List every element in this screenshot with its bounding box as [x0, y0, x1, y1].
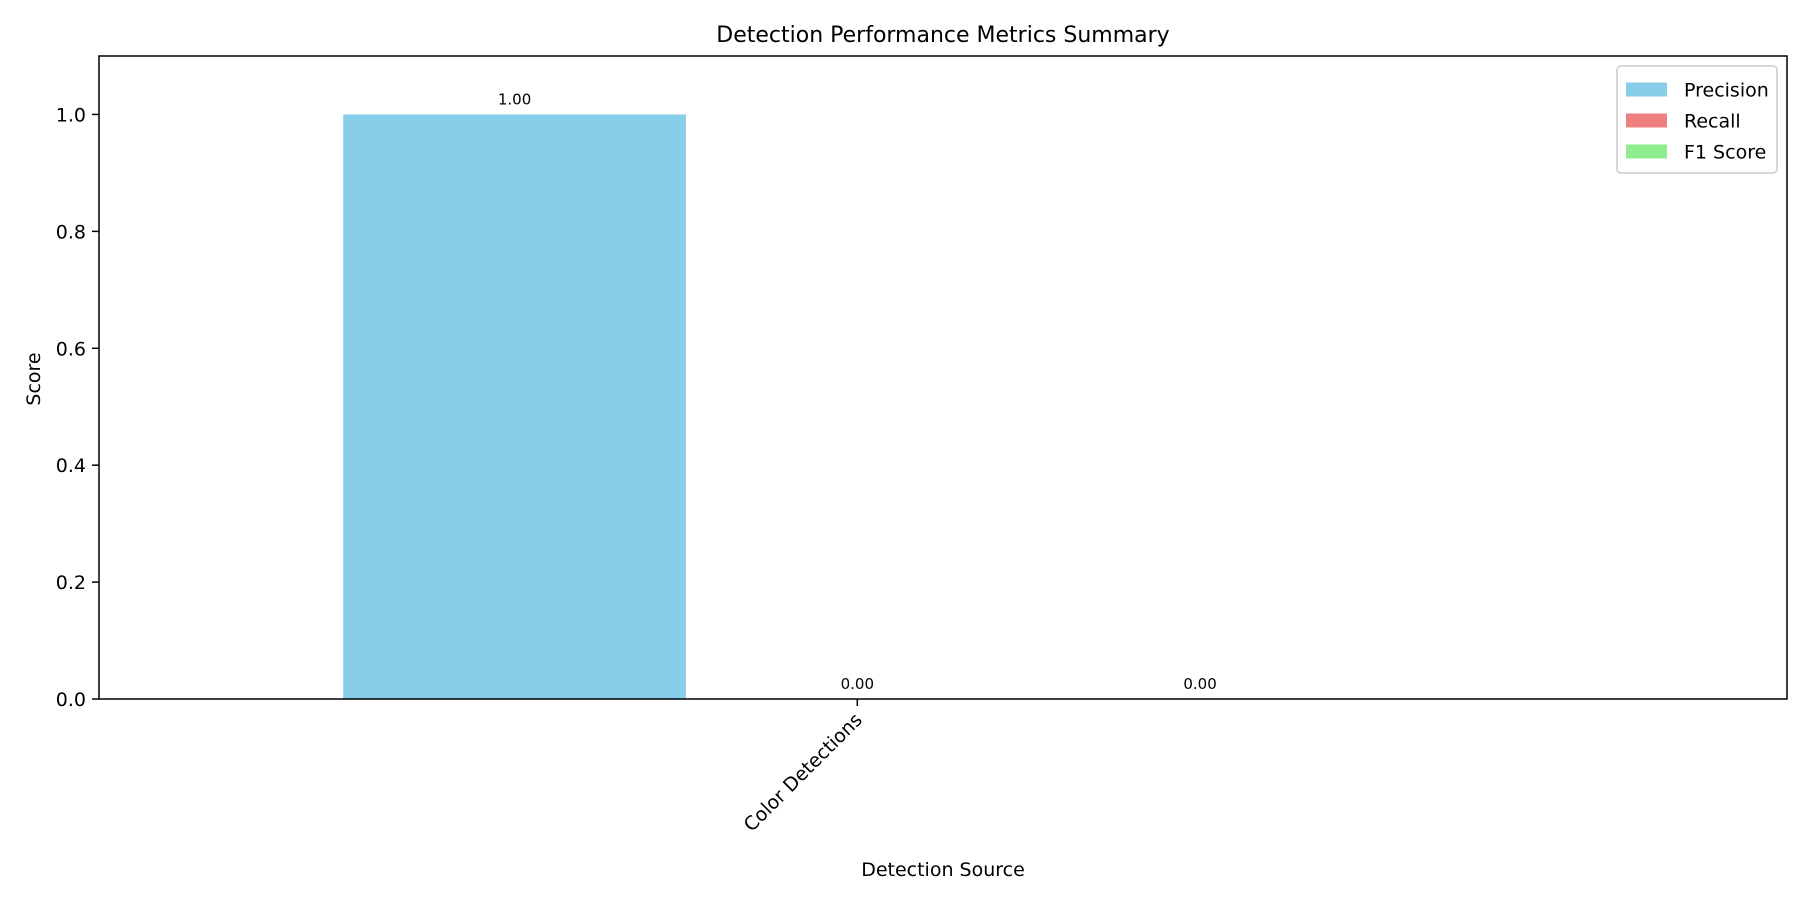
bar-value-labels: 1.00 0.00 0.00 — [498, 90, 1217, 693]
x-axis-label: Detection Source — [861, 859, 1025, 881]
y-tick-label: 0.4 — [56, 455, 86, 477]
y-tick-label: 0.2 — [56, 572, 86, 594]
legend-label: Precision — [1684, 80, 1769, 102]
y-axis: 0.0 0.2 0.4 0.6 0.8 1.0 — [56, 104, 99, 711]
legend-swatch — [1626, 144, 1667, 159]
legend-swatch — [1626, 113, 1667, 128]
bar-value-label: 1.00 — [498, 90, 531, 108]
legend: Precision Recall F1 Score — [1616, 65, 1778, 174]
bars — [343, 114, 686, 699]
y-tick-label: 0.0 — [56, 689, 86, 711]
bar-precision — [343, 114, 686, 699]
bar-value-label: 0.00 — [1183, 675, 1216, 693]
legend-label: F1 Score — [1684, 142, 1766, 164]
chart-title: Detection Performance Metrics Summary — [716, 23, 1169, 48]
bar-value-label: 0.00 — [841, 675, 874, 693]
legend-swatch — [1626, 82, 1667, 97]
y-axis-label: Score — [23, 352, 45, 405]
plot-frame — [98, 55, 1788, 700]
y-tick-label: 1.0 — [56, 104, 86, 126]
y-tick-label: 0.8 — [56, 221, 86, 243]
legend-label: Recall — [1684, 111, 1741, 133]
y-tick-label: 0.6 — [56, 338, 86, 360]
